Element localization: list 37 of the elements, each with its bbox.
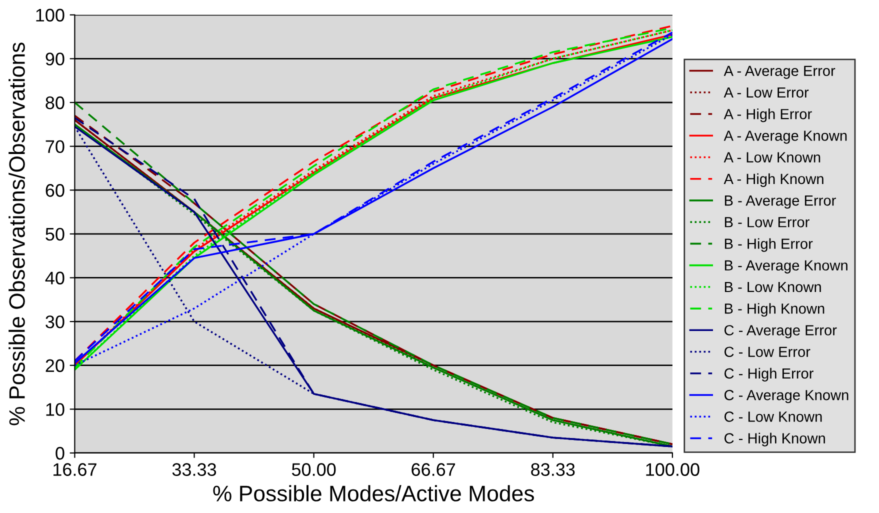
y-tick-label: 30	[46, 315, 64, 328]
x-tick-label: 50.00	[292, 463, 336, 476]
legend-label: C - Average Error	[724, 325, 837, 338]
legend-label: B - Low Error	[724, 217, 810, 228]
x-tick-label: 16.67	[54, 463, 96, 476]
y-tick-label: 0	[56, 446, 64, 460]
legend-label: B - Low Known	[724, 282, 821, 292]
legend-label: A - Low Error	[724, 87, 809, 98]
legend-label: A - Average Known	[724, 130, 847, 144]
legend-label: C - Average Known	[724, 390, 848, 404]
y-tick-label: 40	[45, 272, 64, 284]
y-tick-label: 20	[46, 359, 64, 372]
legend-label: B - Average Error	[724, 196, 836, 209]
legend-label: B - High Error	[724, 238, 813, 252]
x-tick-label: 33.33	[172, 463, 216, 476]
legend-label: C - Low Error	[724, 346, 810, 358]
legend-label: C - High Known	[724, 432, 825, 446]
legend-label: B - Average Known	[724, 260, 848, 274]
legend-label: A - High Known	[724, 173, 824, 187]
y-axis-title: % Possible Observations/Observations	[8, 42, 25, 426]
x-axis-title: % Possible Modes/Active Modes	[213, 485, 534, 502]
legend-label: A - High Error	[724, 108, 812, 122]
legend-label: A - Average Error	[724, 66, 836, 79]
x-tick-label: 83.33	[531, 463, 575, 476]
legend-label: B - High Known	[724, 303, 824, 317]
y-tick-label: 90	[46, 52, 64, 66]
legend-label: C - Low Known	[724, 412, 822, 422]
y-tick-label: 50	[46, 228, 64, 241]
x-tick-label: 66.67	[412, 463, 456, 476]
y-tick-label: 70	[46, 140, 64, 154]
y-tick-label: 80	[46, 96, 64, 110]
y-tick-label: 100	[36, 8, 64, 22]
x-tick-label: 100.00	[646, 463, 700, 476]
y-tick-label: 60	[46, 184, 64, 197]
y-tick-label: 10	[46, 403, 64, 416]
legend-label: C - High Error	[724, 368, 814, 382]
legend-label: A - Low Known	[724, 152, 820, 162]
